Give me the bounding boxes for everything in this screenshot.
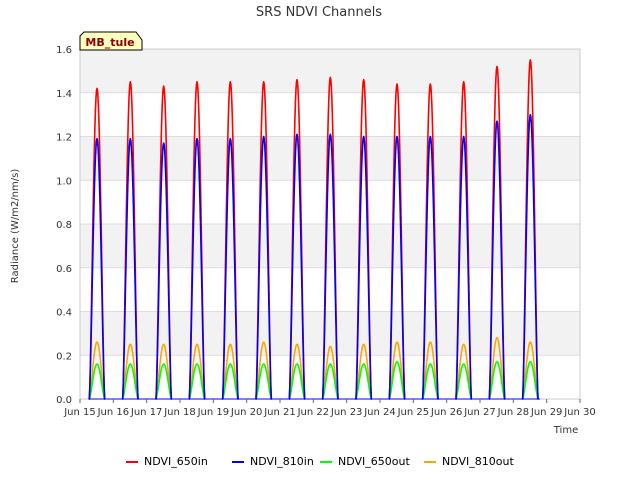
y-axis-label: Radiance (W/m2/nm/s): [10, 169, 21, 284]
series-line-NDVI_810out: [88, 341, 106, 400]
x-tick-label: Jun 24: [363, 407, 396, 418]
series-line-NDVI_810out: [421, 341, 439, 400]
series-line-NDVI_810out: [455, 343, 473, 400]
y-tick-label: 0.4: [56, 308, 72, 319]
series-line-NDVI_650out: [188, 363, 206, 400]
series-line-NDVI_650out: [88, 363, 106, 400]
x-tick-label: Jun 17: [130, 407, 163, 418]
legend: NDVI_650in NDVI_810in NDVI_650out NDVI_810o…: [126, 455, 514, 468]
series-line-NDVI_810out: [155, 343, 173, 400]
x-tick-label: Jun 30: [563, 407, 596, 418]
series-line-NDVI_810in: [521, 113, 539, 400]
y-axis-ticks: 0.0 0.2 0.4 0.6 0.8 1.0 1.2 1.4 1.6: [56, 45, 72, 406]
series-line-NDVI_810in: [455, 135, 473, 400]
legend-label: NDVI_650in: [144, 455, 208, 468]
x-tick-label: Jun 28: [497, 407, 530, 418]
legend-label: NDVI_810out: [442, 455, 514, 468]
x-tick-label: Jun 18: [163, 407, 196, 418]
legend-label: NDVI_650out: [338, 455, 410, 468]
series-line-NDVI_650out: [288, 363, 306, 400]
legend-label: NDVI_810in: [250, 455, 314, 468]
series-line-NDVI_810in: [155, 142, 173, 400]
x-axis-label: Time: [553, 425, 578, 436]
series-line-NDVI_810out: [288, 343, 306, 400]
y-tick-label: 0.2: [56, 351, 72, 362]
series-line-NDVI_650out: [321, 363, 339, 400]
series-line-NDVI_810in: [321, 133, 339, 400]
x-tick-label: Jun 21: [263, 407, 296, 418]
series-line-NDVI_810out: [388, 341, 406, 400]
x-tick-label: Jun 15: [63, 407, 96, 418]
series-line-NDVI_650out: [521, 361, 539, 400]
background-bands: [80, 49, 580, 356]
series-line-NDVI_810out: [221, 343, 239, 400]
series-line-NDVI_810in: [255, 135, 273, 400]
x-tick-label: Jun 16: [97, 407, 130, 418]
x-tick-label: Jun 19: [197, 407, 230, 418]
series-line-NDVI_810in: [288, 133, 306, 400]
series-line-NDVI_650out: [355, 363, 373, 400]
series-line-NDVI_810out: [121, 343, 139, 400]
series-line-NDVI_650out: [488, 361, 506, 400]
y-tick-label: 0.0: [56, 395, 72, 406]
station-badge-box: [79, 31, 143, 51]
series-line-NDVI_650out: [388, 361, 406, 400]
x-tick-label: Jun 23: [330, 407, 363, 418]
station-badge: MB_tule: [79, 31, 143, 51]
series-line-NDVI_810out: [355, 343, 373, 400]
x-tick-label: Jun 29: [530, 407, 563, 418]
x-axis-ticks: Jun 15 Jun 16 Jun 17 Jun 18 Jun 19 Jun 20 Jun …: [63, 399, 596, 418]
series-line-NDVI_650out: [155, 363, 173, 400]
series-line-NDVI_650out: [121, 363, 139, 400]
series-line-NDVI_810out: [255, 341, 273, 400]
y-tick-label: 1.2: [56, 133, 72, 144]
series-line-NDVI_810out: [521, 341, 539, 400]
series-line-NDVI_810out: [188, 343, 206, 400]
series-line-NDVI_810in: [421, 135, 439, 400]
y-tick-label: 1.6: [56, 45, 72, 56]
x-tick-label: Jun 25: [397, 407, 430, 418]
chart-title: SRS NDVI Channels: [256, 5, 382, 20]
series-line-NDVI_810in: [388, 135, 406, 400]
station-label: MB_tule: [85, 36, 134, 49]
series-line-NDVI_810in: [188, 137, 206, 400]
background-band: [80, 311, 580, 356]
series-line-NDVI_650out: [255, 363, 273, 400]
series-line-NDVI_650out: [421, 363, 439, 400]
background-band: [80, 224, 580, 268]
y-tick-label: 0.8: [56, 220, 72, 231]
x-tick-label: Jun 20: [230, 407, 263, 418]
x-tick-label: Jun 26: [430, 407, 463, 418]
series-line-NDVI_810out: [321, 345, 339, 400]
series-line-NDVI_650out: [455, 363, 473, 400]
series-line-NDVI_810in: [88, 137, 106, 400]
series-line-NDVI_810in: [221, 137, 239, 400]
y-tick-label: 0.6: [56, 264, 72, 275]
y-tick-label: 1.0: [56, 176, 72, 187]
series-line-NDVI_810in: [488, 120, 506, 400]
series-line-NDVI_810in: [355, 135, 373, 400]
y-tick-label: 1.4: [56, 89, 72, 100]
series-line-NDVI_810out: [488, 336, 506, 400]
series-layer: [88, 59, 540, 400]
x-tick-label: Jun 27: [463, 407, 496, 418]
x-tick-label: Jun 22: [297, 407, 330, 418]
series-line-NDVI_650out: [221, 363, 239, 400]
series-line-NDVI_810in: [121, 137, 139, 400]
